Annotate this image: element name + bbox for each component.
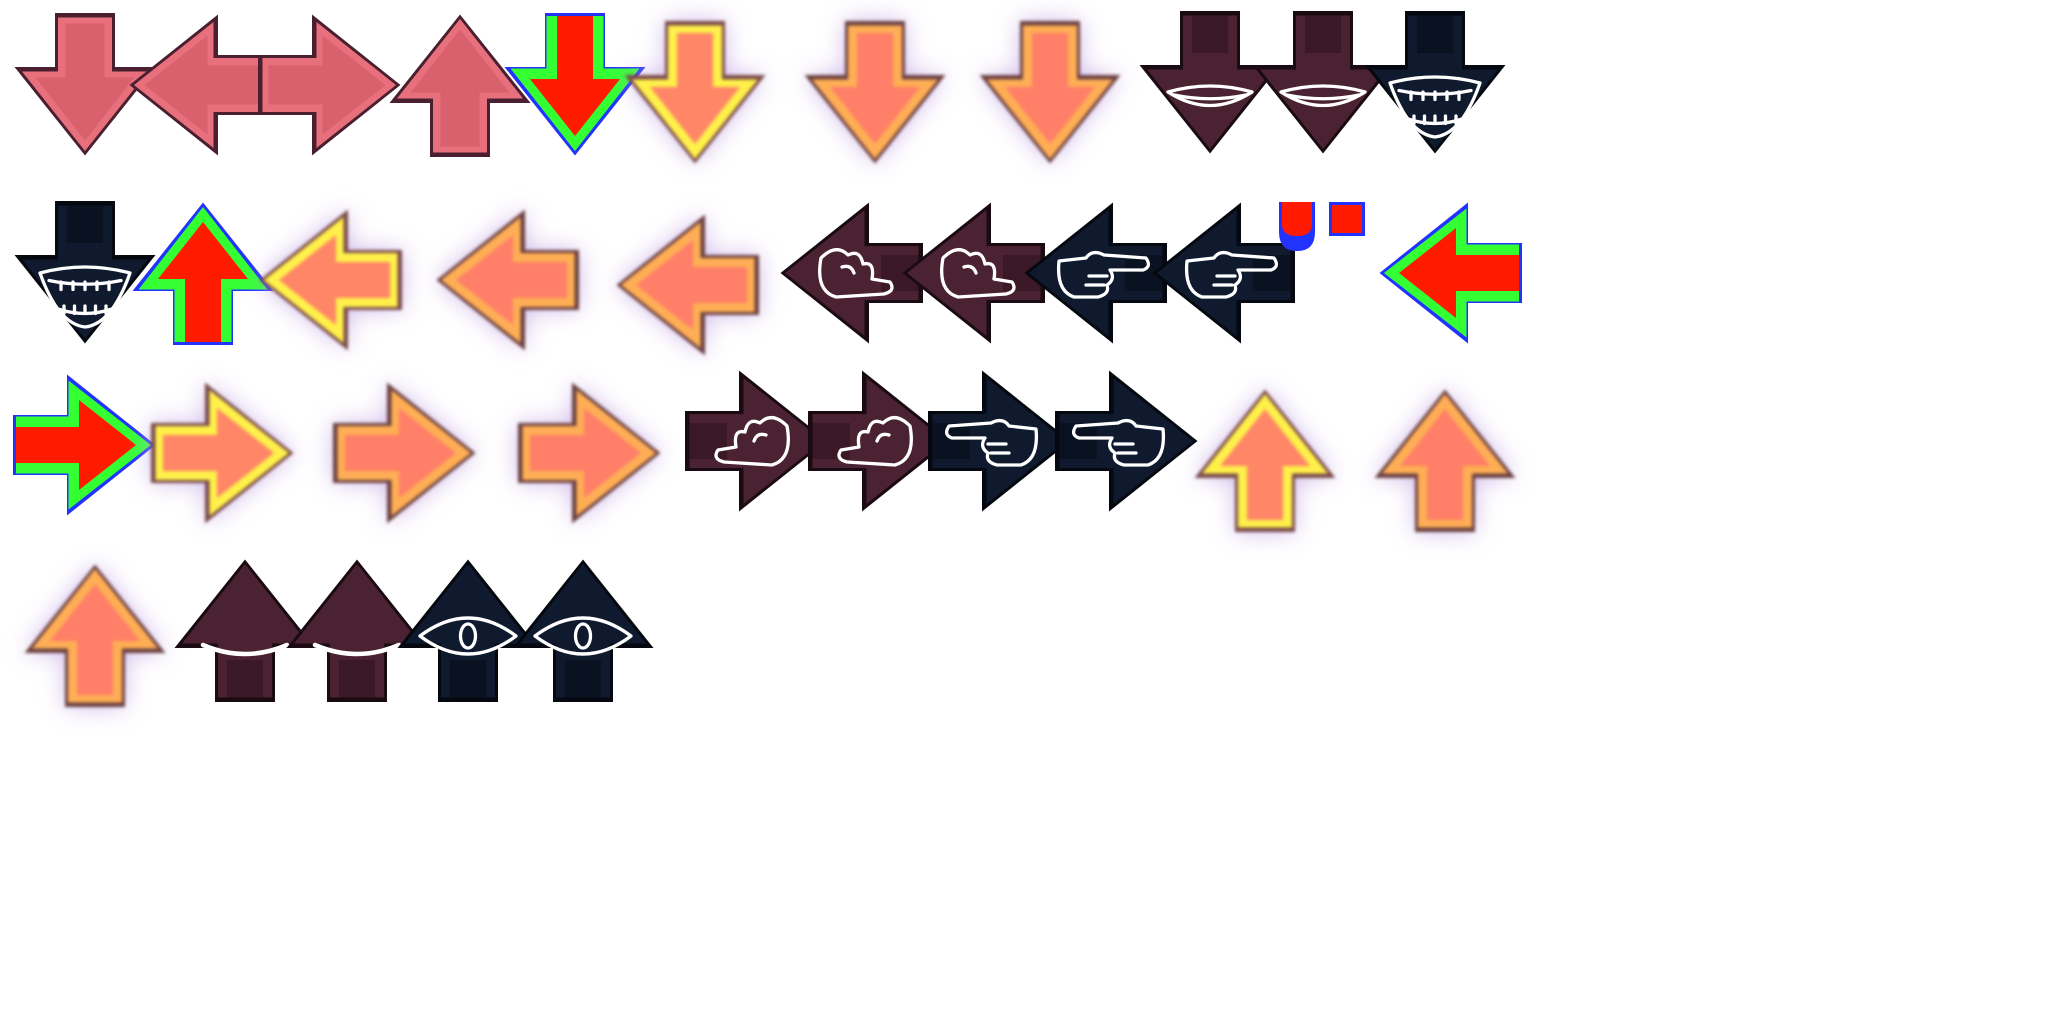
down-confirm-frame-1-arrow: [620, 18, 770, 168]
down-confirm-frame-1-icon: [624, 21, 766, 164]
right-confirm-frame-2-icon: [333, 382, 476, 524]
up-eye-press-3-arrow: [393, 555, 543, 705]
down-mouth-press-2-arrow: [1248, 8, 1398, 158]
right-hand-press-4-icon: [1055, 370, 1198, 512]
right-hand-press-1-icon: [685, 370, 828, 512]
right-confirm-frame-3-icon: [518, 382, 661, 524]
left-hand-press-1-arrow: [776, 198, 926, 348]
up-confirm-frame-1-icon: [1194, 389, 1336, 532]
up-confirm-frame-1-arrow: [1190, 385, 1340, 535]
down-note-icon: [504, 13, 646, 156]
right-confirm-frame-2-arrow: [330, 378, 480, 528]
left-confirm-frame-1-arrow: [255, 205, 405, 355]
right-note-icon: [13, 374, 156, 516]
down-mouth-press-1-icon: [1139, 11, 1281, 154]
left-confirm-frame-3-arrow: [612, 210, 762, 360]
purple-down-static-icon: [14, 13, 156, 156]
right-note-arrow: [10, 370, 160, 520]
down-confirm-frame-2-arrow: [800, 18, 950, 168]
left-hand-press-4-arrow: [1148, 198, 1298, 348]
left-confirm-frame-2-icon: [436, 209, 579, 351]
down-mouth-press-3-arrow: [1360, 8, 1510, 158]
purple-right-static-icon: [258, 14, 401, 156]
right-confirm-frame-1-arrow: [148, 378, 298, 528]
up-note-icon: [132, 202, 274, 345]
hold-piece-icon: [1329, 202, 1365, 236]
up-confirm-frame-3-arrow: [20, 560, 170, 710]
left-confirm-frame-1-icon: [259, 209, 402, 351]
left-hand-press-2-icon: [902, 202, 1045, 344]
purple-left-static-icon: [129, 14, 272, 156]
right-hand-press-2-arrow: [805, 366, 955, 516]
up-confirm-frame-2-icon: [1374, 389, 1516, 532]
left-hand-press-3-arrow: [1020, 198, 1170, 348]
right-hand-press-3-arrow: [925, 366, 1075, 516]
down-mouth-press-4-icon: [14, 201, 156, 344]
left-hand-press-3-icon: [1024, 202, 1167, 344]
up-note-arrow: [128, 198, 278, 348]
right-hand-press-3-icon: [928, 370, 1071, 512]
right-confirm-frame-1-icon: [151, 382, 294, 524]
up-eye-press-4-arrow: [508, 555, 658, 705]
down-mouth-press-3-icon: [1364, 11, 1506, 154]
right-hand-press-4-arrow: [1052, 366, 1202, 516]
down-confirm-frame-2-icon: [804, 21, 946, 164]
left-hand-press-2-arrow: [898, 198, 1048, 348]
left-confirm-frame-2-arrow: [432, 205, 582, 355]
purple-down-static-arrow: [10, 10, 160, 160]
purple-up-static-arrow: [385, 10, 535, 160]
left-hand-press-1-icon: [780, 202, 923, 344]
left-confirm-frame-3-icon: [616, 214, 759, 356]
right-confirm-frame-3-arrow: [515, 378, 665, 528]
left-hand-press-4-icon: [1152, 202, 1295, 344]
down-note-arrow: [500, 10, 650, 160]
left-note-arrow: [1375, 198, 1525, 348]
purple-hold-piece: [1328, 202, 1366, 236]
purple-up-static-icon: [389, 14, 531, 157]
right-hand-press-1-arrow: [682, 366, 832, 516]
up-eye-press-4-icon: [512, 559, 654, 702]
up-confirm-frame-2-arrow: [1370, 385, 1520, 535]
purple-left-static-arrow: [125, 10, 275, 160]
right-hand-press-2-icon: [808, 370, 951, 512]
up-eye-press-3-icon: [397, 559, 539, 702]
up-confirm-frame-3-icon: [24, 564, 166, 707]
left-note-icon: [1379, 202, 1522, 344]
purple-right-static-arrow: [255, 10, 405, 160]
up-eye-press-2-arrow: [282, 555, 432, 705]
down-mouth-press-4-arrow: [10, 198, 160, 348]
down-confirm-frame-3-arrow: [975, 18, 1125, 168]
down-mouth-press-2-icon: [1252, 11, 1394, 154]
up-eye-press-1-icon: [174, 559, 316, 702]
down-confirm-frame-3-icon: [979, 21, 1121, 164]
hold-end-icon: [1279, 202, 1315, 251]
up-eye-press-2-icon: [286, 559, 428, 702]
purple-hold-end: [1278, 202, 1316, 252]
down-mouth-press-1-arrow: [1135, 8, 1285, 158]
up-eye-press-1-arrow: [170, 555, 320, 705]
